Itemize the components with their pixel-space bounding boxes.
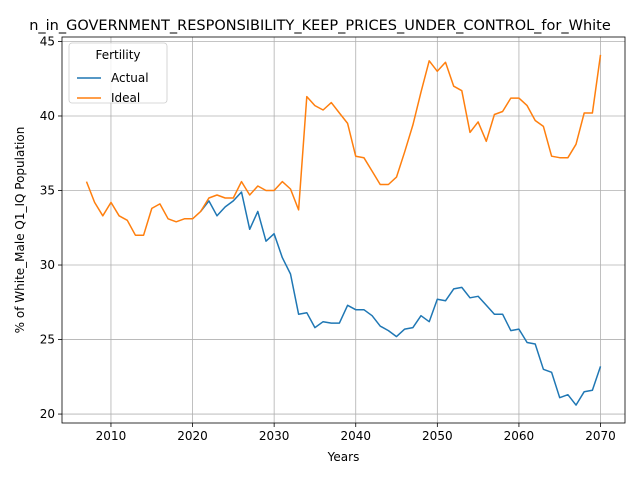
- x-tick-label: 2050: [422, 429, 453, 443]
- y-tick-label: 40: [40, 109, 55, 123]
- x-tick-label: 2030: [259, 429, 290, 443]
- axis-ticks: 2010 2020 2030 2040 2050 2060 2070 20 25 30 35 40 45: [40, 34, 616, 443]
- grid: [62, 37, 625, 423]
- x-tick-label: 2040: [340, 429, 371, 443]
- x-tick-label: 2060: [504, 429, 535, 443]
- y-tick-label: 20: [40, 407, 55, 421]
- legend-label-actual: Actual: [111, 71, 149, 85]
- y-tick-label: 30: [40, 258, 55, 272]
- chart-title: n_in_GOVERNMENT_RESPONSIBILITY_KEEP_PRIC…: [29, 18, 611, 34]
- legend-label-ideal: Ideal: [111, 91, 140, 105]
- y-tick-label: 35: [40, 184, 55, 198]
- y-tick-label: 25: [40, 333, 55, 347]
- legend-box: [68, 42, 168, 104]
- legend-title: Fertility: [95, 48, 140, 62]
- plot-frame: [61, 36, 626, 424]
- x-tick-label: 2020: [177, 429, 208, 443]
- y-tick-label: 45: [40, 34, 55, 48]
- x-tick-label: 2070: [585, 429, 616, 443]
- series-line-ideal: [85, 54, 602, 236]
- series-line-actual: [200, 191, 602, 406]
- x-tick-label: 2010: [96, 429, 127, 443]
- y-axis-label: % of White_Male Q1_IQ Population: [13, 127, 27, 334]
- legend: Fertility Actual Ideal: [68, 42, 168, 105]
- series-lines: [85, 54, 602, 406]
- x-axis-label: Years: [327, 450, 360, 464]
